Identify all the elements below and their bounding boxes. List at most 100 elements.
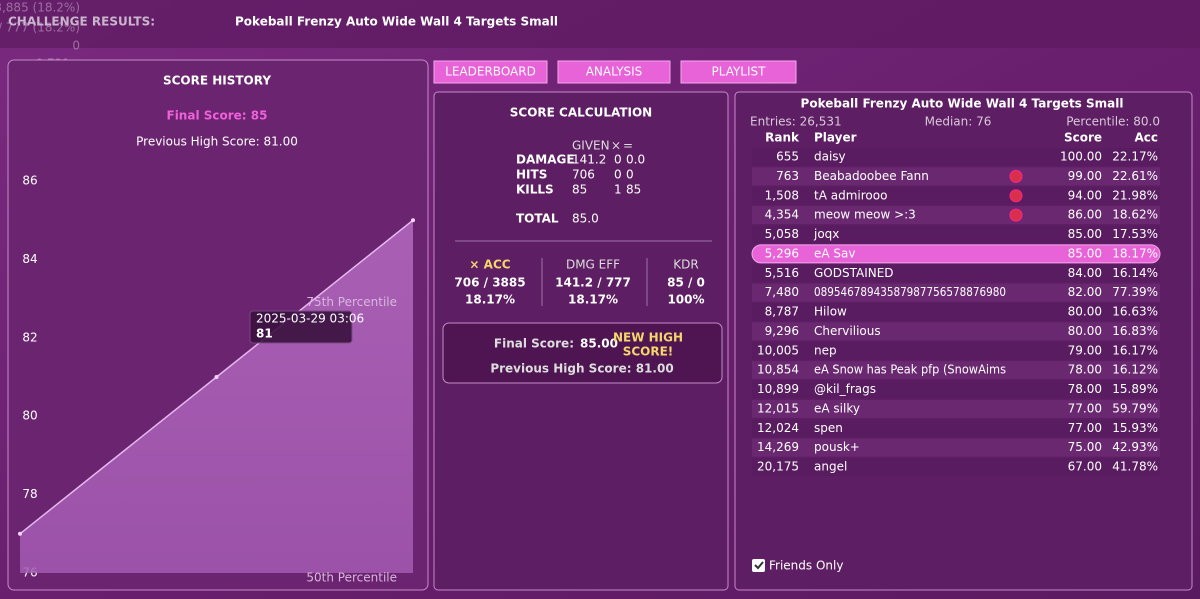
tooltip: [249, 310, 353, 344]
calc-cell: 1: [614, 183, 622, 197]
lb-cell: 655: [776, 150, 799, 164]
lb-cell: 18.62%: [1112, 208, 1158, 222]
lb-cell: 10,854: [757, 363, 799, 377]
lb-row[interactable]: [752, 283, 1160, 302]
lb-cell: 75.00: [1068, 440, 1102, 454]
header-label: CHALLENGE RESULTS:: [8, 15, 155, 29]
calc-cell: 141.2: [572, 153, 606, 167]
lb-cell: 78.00: [1068, 363, 1102, 377]
calc-cell: 0: [614, 168, 622, 182]
lb-row[interactable]: [752, 148, 1160, 166]
calc-header: =: [623, 139, 633, 153]
lb-cell: 12,015: [757, 401, 799, 415]
lb-cell: 59.79%: [1112, 401, 1158, 415]
stat-ratio: 141.2 / 777: [555, 276, 631, 290]
lb-row[interactable]: [752, 458, 1160, 476]
stat-pct: 100%: [667, 293, 704, 307]
tab-label[interactable]: PLAYLIST: [712, 65, 767, 79]
header-title: Pokeball Frenzy Auto Wide Wall 4 Targets…: [235, 15, 558, 29]
lb-cell: 21.98%: [1112, 188, 1158, 202]
lb-row[interactable]: [752, 341, 1160, 360]
calc-cell: 0.0: [626, 153, 645, 167]
history-final: Final Score: 85: [167, 109, 268, 123]
lb-row[interactable]: [752, 419, 1160, 438]
lb-row[interactable]: [752, 380, 1160, 399]
lb-cell: 16.17%: [1112, 343, 1158, 357]
lb-row[interactable]: [752, 303, 1160, 321]
lb-cell: 99.00: [1068, 169, 1102, 183]
tab-label[interactable]: ANALYSIS: [586, 65, 643, 79]
lb-row[interactable]: [752, 399, 1160, 418]
lb-cell: 67.00: [1068, 460, 1102, 474]
lb-cell: 1,508: [765, 188, 799, 202]
final-value: 85.00: [580, 337, 618, 351]
stat-ratio: 706 / 3885: [454, 276, 525, 290]
lb-cell: 41.78%: [1112, 460, 1158, 474]
calc-cell: 85: [626, 183, 641, 197]
leaderboard-table: Rank Player Score Acc 655 daisy 100.00 22.17% 76…: [751, 131, 1161, 476]
point: [214, 375, 219, 379]
lb-cell: Beabadoobee Fann: [814, 169, 929, 183]
y-tick-label: 86: [22, 174, 37, 188]
lb-cell: meow meow >:3: [814, 208, 916, 222]
final-box: [442, 322, 723, 384]
new-high: SCORE!: [623, 345, 674, 359]
lb-cell: 16.83%: [1112, 324, 1158, 338]
stat-ratio: 85 / 0: [667, 276, 705, 290]
lb-row[interactable]: [752, 225, 1160, 244]
lb-cell: 7,480: [765, 285, 799, 299]
lb-cell: 22.61%: [1112, 169, 1158, 183]
lb-cell: eA silky: [814, 401, 860, 415]
lb-cell: 12,024: [757, 421, 799, 435]
lb-row[interactable]: [752, 264, 1160, 283]
lb-row[interactable]: [752, 438, 1160, 457]
tabs: LEADERBOARD ANALYSIS PLAYLIST: [433, 60, 797, 84]
lb-cell: eA Sav: [814, 246, 855, 260]
lb-header: Player: [814, 131, 857, 145]
checkbox[interactable]: [752, 559, 765, 572]
tab-label[interactable]: LEADERBOARD: [445, 65, 536, 79]
lb-cell: 80.00: [1068, 305, 1102, 319]
lb-row[interactable]: [752, 322, 1160, 341]
point: [411, 218, 415, 223]
lb-header: Score: [1064, 131, 1102, 145]
lb-row[interactable]: [752, 361, 1160, 380]
lb-cell: 77.00: [1068, 421, 1102, 435]
lb-cell: 84.00: [1068, 266, 1102, 280]
lb-cell: 77.39%: [1112, 285, 1158, 299]
badge: [1009, 169, 1023, 183]
lb-cell: 5,516: [765, 266, 799, 280]
lb-cell: tA admirooo: [814, 188, 887, 202]
lb-cell: 20,175: [757, 460, 799, 474]
friends-label[interactable]: Friends Only: [769, 559, 843, 573]
lb-row[interactable]: [751, 244, 1161, 264]
lb-cell: Chervilious: [814, 324, 881, 338]
lb-cell: 85.00: [1068, 227, 1102, 241]
tab-button[interactable]: [433, 60, 548, 84]
lb-cell: angel: [814, 460, 847, 474]
stat-label: × ACC: [469, 258, 510, 272]
stat-label: KDR: [673, 258, 698, 272]
lb-row[interactable]: [752, 206, 1160, 225]
tab-button[interactable]: [680, 60, 797, 84]
lb-cell: eA Snow has Peak pfp (SnowAims: [814, 363, 1006, 377]
stat-pct: 18.17%: [568, 293, 618, 307]
checkmark: [754, 561, 764, 570]
y-tick-label: 78: [22, 487, 37, 501]
final-label: Final Score:: [494, 337, 574, 351]
ghost: 3,885 (18.2%): [0, 1, 80, 15]
calc-total-label: TOTAL: [516, 212, 559, 226]
ghost: / 777 (18.2%): [0, 21, 80, 35]
lb-cell: 42.93%: [1112, 440, 1158, 454]
lb-cell: 14,269: [757, 440, 799, 454]
lb-cell: 10,899: [757, 382, 799, 396]
calc-header: ×: [611, 139, 621, 153]
lb-row[interactable]: [752, 186, 1160, 205]
lb-row[interactable]: [752, 167, 1160, 186]
lb-cell: 82.00: [1068, 285, 1102, 299]
tab-button[interactable]: [557, 60, 671, 84]
lb-cell: 5,058: [765, 227, 799, 241]
history-title: SCORE HISTORY: [163, 74, 271, 88]
